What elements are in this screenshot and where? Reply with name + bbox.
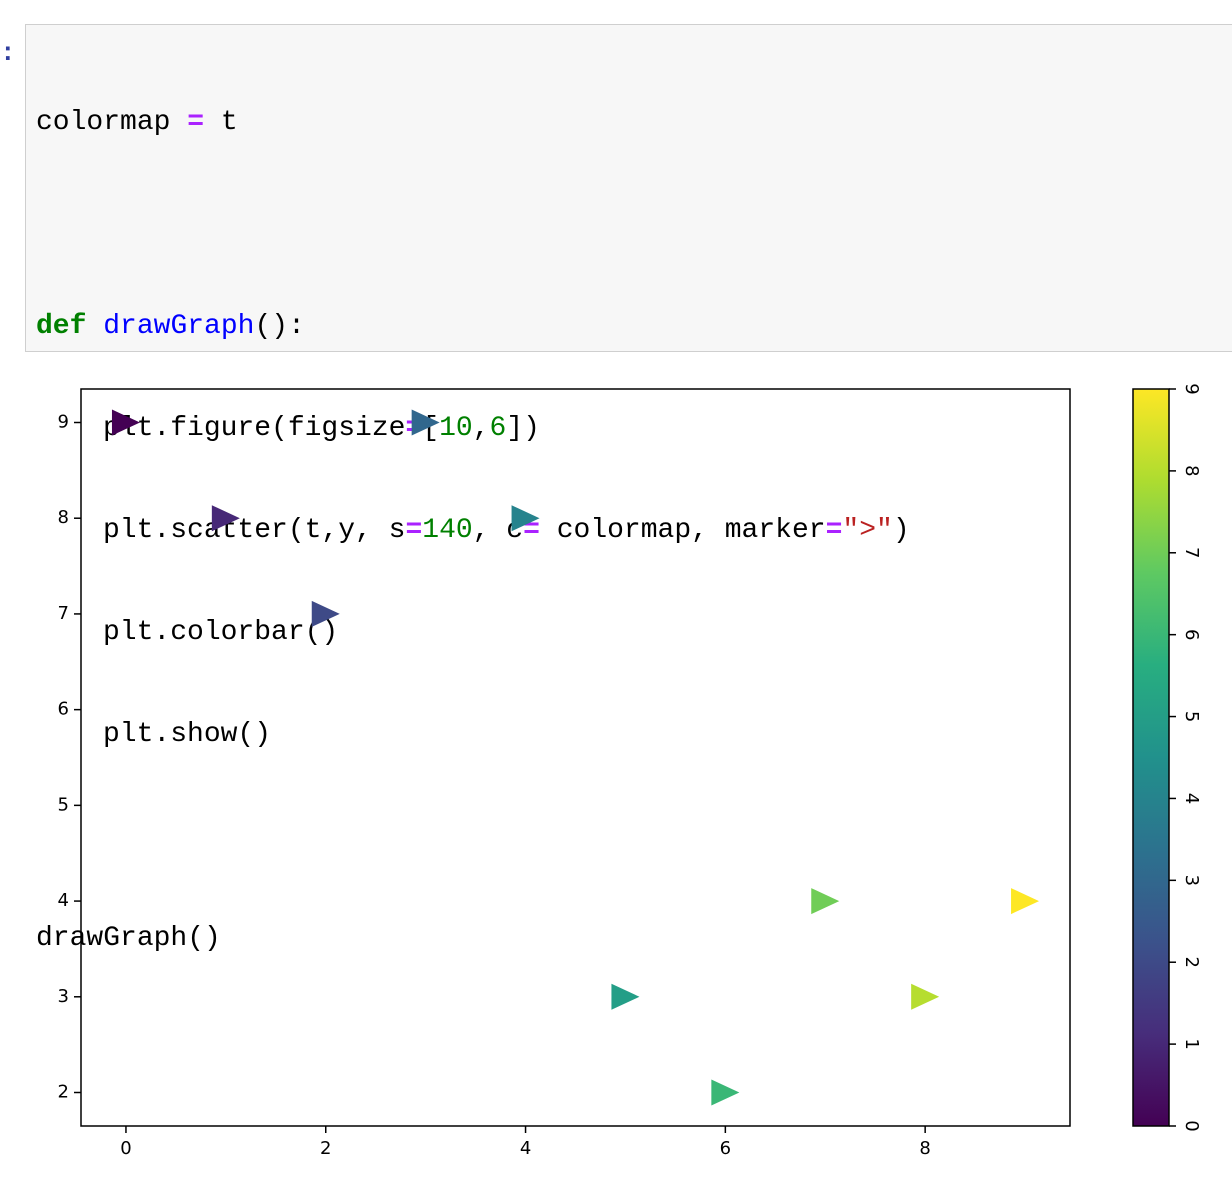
code-token: ">" [842, 515, 893, 546]
colorbar-tick-label: 5 [1181, 711, 1202, 722]
code: colormap = t def drawGraph(): plt.figure… [36, 38, 910, 1024]
marker [311, 600, 340, 627]
code-token: = [187, 107, 205, 138]
marker [111, 409, 140, 436]
marker [511, 505, 540, 532]
code-token: = [825, 515, 843, 546]
y-tick-label: 3 [58, 986, 69, 1007]
prompt: : [0, 38, 16, 68]
x-tick-label: 2 [320, 1138, 331, 1159]
colorbar [1132, 388, 1170, 1127]
code-token: plt.show() [103, 719, 272, 750]
colorbar-tick-label: 1 [1181, 1038, 1202, 1049]
code-token: (): [254, 311, 305, 342]
y-tick-label: 5 [58, 794, 69, 815]
code-token: plt.scatter(t,y, s [103, 515, 406, 546]
y-tick-label: 4 [58, 890, 69, 911]
colorbar-tick-label: 8 [1181, 465, 1202, 476]
code-token: 140 [422, 515, 473, 546]
y-tick-label: 7 [58, 603, 69, 624]
marker [611, 983, 640, 1010]
marker [1011, 888, 1040, 915]
marker [711, 1079, 740, 1106]
x-tick-label: 6 [720, 1138, 731, 1159]
colorbar-tick-label: 3 [1181, 875, 1202, 886]
code-cell[interactable]: colormap = t def drawGraph(): plt.figure… [25, 24, 1232, 954]
code-token: plt.colorbar() [103, 617, 339, 648]
code-token: 6 [489, 413, 507, 444]
colorbar-tick-label: 0 [1181, 1120, 1202, 1131]
code-token: def [36, 311, 87, 342]
code-token: , [472, 413, 490, 444]
code-token: drawGraph [103, 311, 255, 342]
x-tick-label: 8 [919, 1138, 930, 1159]
y-tick-label: 9 [58, 412, 69, 433]
marker [411, 409, 440, 436]
plot-frame [80, 388, 1071, 1127]
code-token: drawGraph() [36, 923, 221, 954]
x-tick-label: 4 [520, 1138, 531, 1159]
code-token: 10 [439, 413, 473, 444]
x-tick-label: 0 [120, 1138, 131, 1159]
code-token: t [204, 107, 238, 138]
code-token: = [405, 515, 423, 546]
code-token: colormap, marker [539, 515, 826, 546]
colorbar-tick-label: 2 [1181, 956, 1202, 967]
colorbar-tick-label: 7 [1181, 547, 1202, 558]
y-tick-label: 8 [58, 507, 69, 528]
y-tick-label: 2 [58, 1082, 69, 1103]
code-token: plt.figure(figsize [103, 413, 406, 444]
code-token: colormap [36, 107, 188, 138]
colorbar-tick-label: 6 [1181, 629, 1202, 640]
code-token: ]) [506, 413, 540, 444]
marker [811, 888, 840, 915]
code-token: ) [892, 515, 910, 546]
colorbar-tick-label: 4 [1181, 793, 1202, 804]
colorbar-tick-label: 9 [1181, 383, 1202, 394]
marker [211, 505, 240, 532]
y-tick-label: 6 [58, 699, 69, 720]
marker [911, 983, 940, 1010]
